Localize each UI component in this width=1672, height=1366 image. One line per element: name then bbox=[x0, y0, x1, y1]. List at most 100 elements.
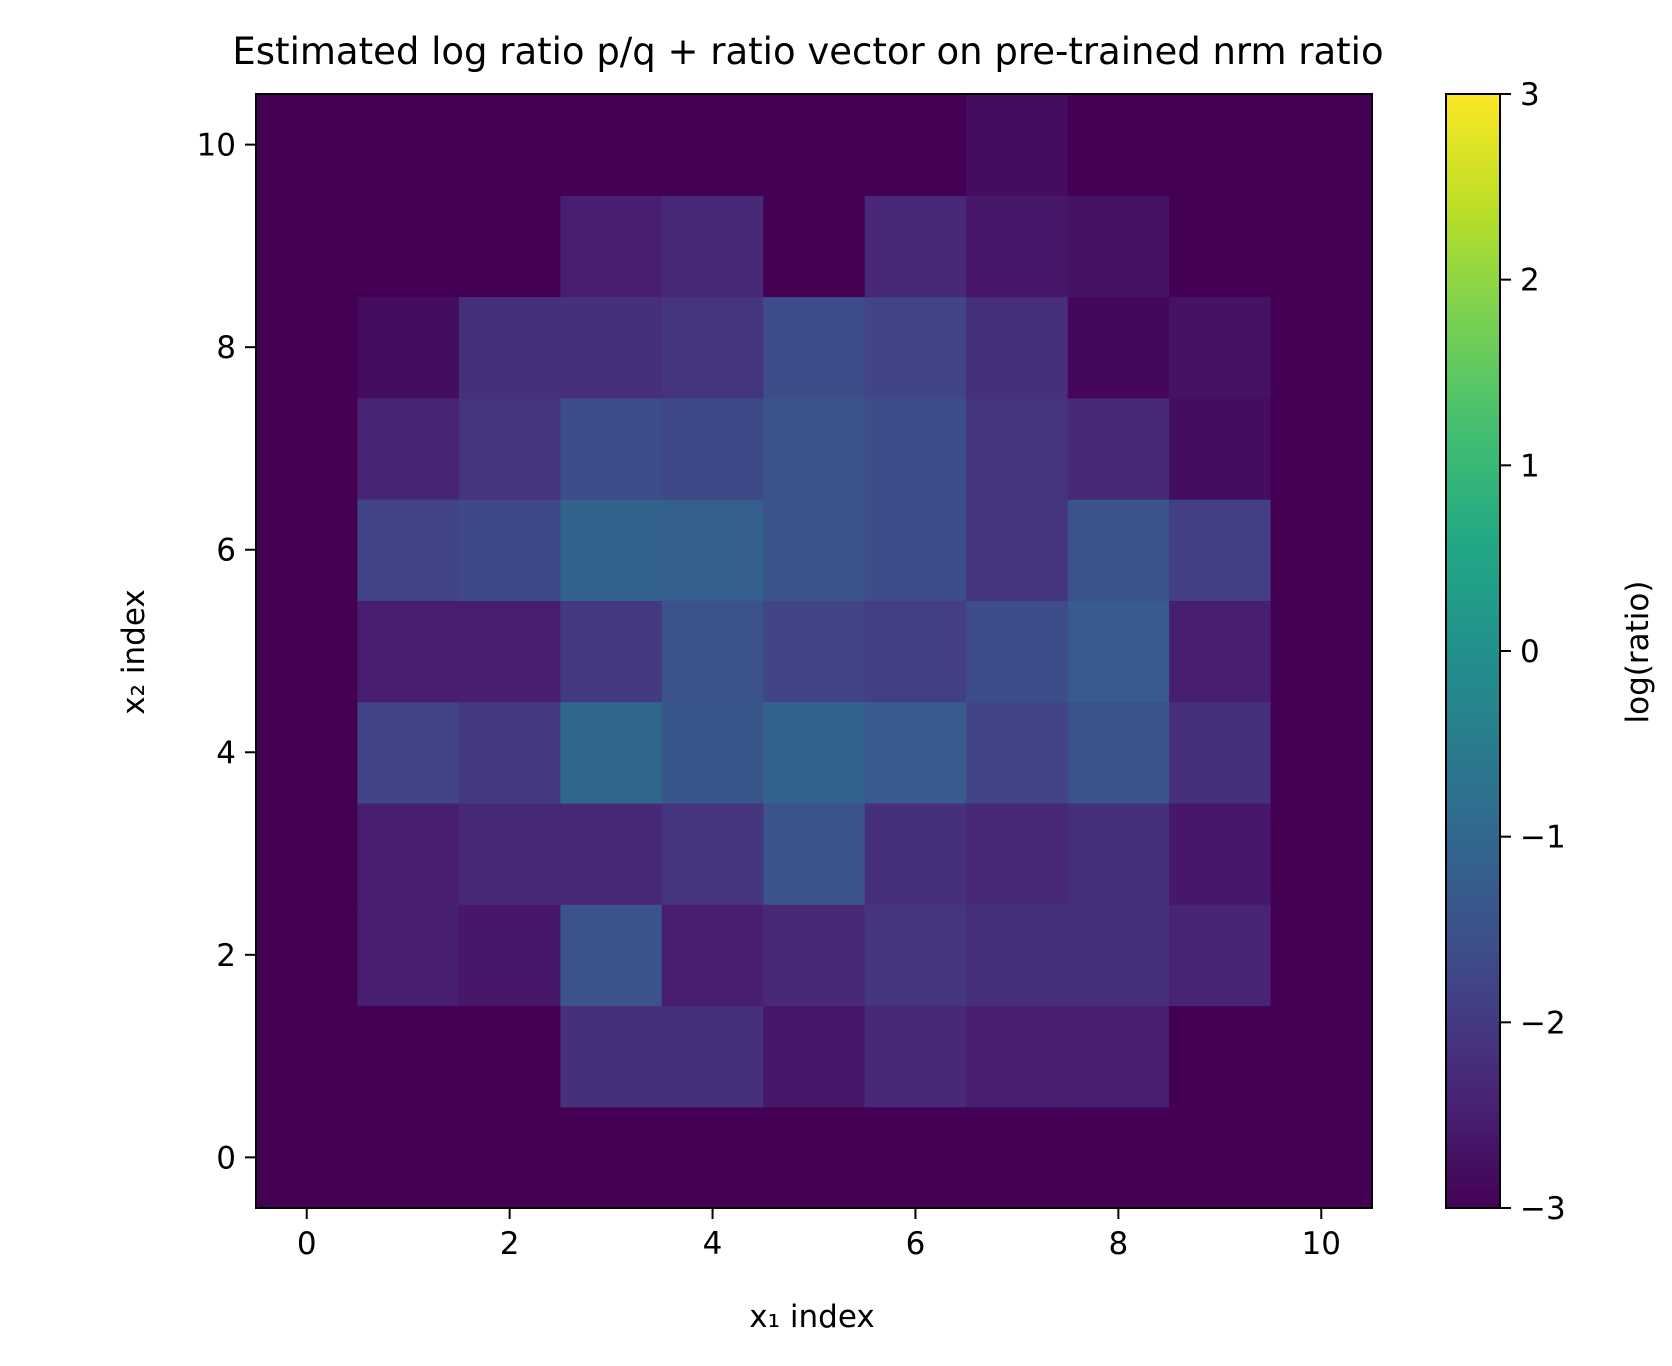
heatmap-cell bbox=[864, 296, 967, 399]
heatmap-cell bbox=[560, 195, 663, 298]
y-tick-label: 4 bbox=[216, 735, 236, 771]
heatmap-cell bbox=[661, 904, 764, 1007]
heatmap-cell bbox=[1270, 195, 1373, 298]
heatmap-cell bbox=[1067, 1106, 1170, 1209]
heatmap-cell bbox=[458, 600, 561, 703]
heatmap-cell bbox=[1169, 802, 1272, 905]
heatmap-cell bbox=[357, 701, 460, 804]
heatmap-cell bbox=[1169, 195, 1272, 298]
heatmap-cell bbox=[966, 904, 1069, 1007]
heatmap-cell bbox=[357, 296, 460, 399]
heatmap-cell bbox=[763, 701, 866, 804]
heatmap-cell bbox=[458, 94, 561, 196]
heatmap-cell bbox=[864, 195, 967, 298]
heatmap-cell bbox=[357, 600, 460, 703]
heatmap-cell bbox=[966, 600, 1069, 703]
heatmap-cell bbox=[357, 904, 460, 1007]
heatmap-cell bbox=[1169, 499, 1272, 601]
heatmap-cell bbox=[1270, 397, 1373, 500]
heatmap-cell bbox=[966, 94, 1069, 196]
heatmap-cell bbox=[357, 94, 460, 196]
heatmap-cell bbox=[1067, 904, 1170, 1007]
y-tick-label: 8 bbox=[216, 330, 236, 366]
heatmap-cell bbox=[966, 1005, 1069, 1108]
heatmap-cell bbox=[1067, 499, 1170, 601]
heatmap-cell bbox=[1169, 296, 1272, 399]
y-tick-label: 10 bbox=[197, 128, 236, 164]
heatmap-cell bbox=[1169, 1106, 1272, 1209]
heatmap-cell bbox=[864, 1005, 967, 1108]
heatmap-cell bbox=[560, 600, 663, 703]
colorbar-tick-label: −1 bbox=[1520, 820, 1566, 856]
x-tick-label: 0 bbox=[297, 1226, 317, 1262]
heatmap-cell bbox=[966, 499, 1069, 601]
heatmap-cell bbox=[1169, 1005, 1272, 1108]
heatmap-cell bbox=[1270, 499, 1373, 601]
heatmap-cell bbox=[763, 802, 866, 905]
heatmap-cell bbox=[763, 600, 866, 703]
heatmap-cell bbox=[966, 296, 1069, 399]
heatmap-cell bbox=[357, 802, 460, 905]
heatmap-cell bbox=[1169, 701, 1272, 804]
heatmap-cell bbox=[966, 397, 1069, 500]
heatmap-cell bbox=[1067, 1005, 1170, 1108]
heatmap-cell bbox=[1270, 1005, 1373, 1108]
heatmap-cell bbox=[1067, 94, 1170, 196]
x-axis-ticks: 0 2 4 6 8 10 bbox=[297, 1208, 1341, 1262]
heatmap-cell bbox=[256, 296, 359, 399]
heatmap-cell bbox=[560, 802, 663, 905]
heatmap-cell bbox=[357, 397, 460, 500]
heatmap-cell bbox=[661, 701, 764, 804]
heatmap-cell bbox=[560, 499, 663, 601]
colorbar bbox=[1445, 93, 1501, 1209]
heatmap-cell bbox=[763, 94, 866, 196]
heatmap-cell bbox=[458, 195, 561, 298]
heatmap-cell bbox=[560, 397, 663, 500]
heatmap-cell bbox=[1270, 600, 1373, 703]
heatmap-cell bbox=[1067, 802, 1170, 905]
heatmap-cell bbox=[661, 802, 764, 905]
heatmap-cell bbox=[256, 904, 359, 1007]
heatmap-cell bbox=[256, 701, 359, 804]
heatmap-cell bbox=[256, 499, 359, 601]
heatmap-cell bbox=[256, 397, 359, 500]
x-tick-label: 6 bbox=[906, 1226, 926, 1262]
heatmap-cell bbox=[966, 1106, 1069, 1209]
x-tick-label: 8 bbox=[1108, 1226, 1128, 1262]
heatmap-cell bbox=[864, 701, 967, 804]
heatmap-cell bbox=[763, 195, 866, 298]
heatmap-cell bbox=[458, 701, 561, 804]
colorbar-tick-label: 0 bbox=[1520, 634, 1540, 670]
heatmap-cell bbox=[458, 1005, 561, 1108]
heatmap-cell bbox=[763, 1005, 866, 1108]
heatmap-cell bbox=[560, 296, 663, 399]
heatmap-cell bbox=[458, 499, 561, 601]
heatmap-cell bbox=[1270, 701, 1373, 804]
heatmap-cell bbox=[1169, 600, 1272, 703]
x-tick-label: 4 bbox=[703, 1226, 723, 1262]
colorbar-label: log(ratio) bbox=[1620, 581, 1656, 724]
heatmap-cell bbox=[864, 499, 967, 601]
heatmap-cell bbox=[1169, 904, 1272, 1007]
y-tick-label: 6 bbox=[216, 533, 236, 569]
heatmap-cell bbox=[458, 1106, 561, 1209]
heatmap-cell bbox=[1067, 195, 1170, 298]
heatmap-cell bbox=[357, 195, 460, 298]
heatmap-cell bbox=[661, 195, 764, 298]
y-tick-label: 2 bbox=[216, 938, 236, 974]
heatmap-cell bbox=[661, 397, 764, 500]
heatmap-cell bbox=[1067, 600, 1170, 703]
heatmap-cell bbox=[458, 802, 561, 905]
colorbar-tick-label: 1 bbox=[1520, 448, 1540, 484]
heatmap-cell bbox=[661, 296, 764, 399]
x-tick-label: 2 bbox=[500, 1226, 520, 1262]
heatmap-cell bbox=[864, 94, 967, 196]
heatmap-cell bbox=[560, 94, 663, 196]
heatmap-cell bbox=[560, 701, 663, 804]
heatmap-cell bbox=[864, 600, 967, 703]
heatmap-cell bbox=[1270, 94, 1373, 196]
heatmap-cell bbox=[1067, 397, 1170, 500]
y-axis-label: x₂ index bbox=[116, 589, 152, 714]
heatmap-cell bbox=[661, 600, 764, 703]
